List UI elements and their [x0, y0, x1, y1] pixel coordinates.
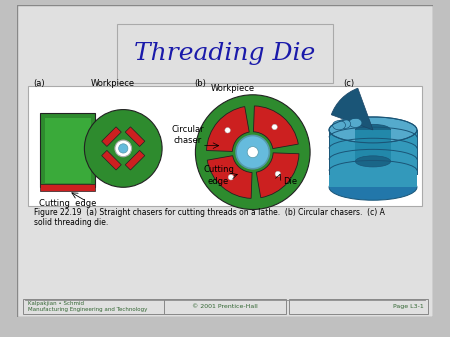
Bar [125, 127, 145, 147]
Circle shape [228, 175, 234, 180]
Wedge shape [207, 106, 249, 151]
FancyBboxPatch shape [164, 299, 286, 314]
Circle shape [236, 135, 270, 169]
Ellipse shape [333, 121, 346, 130]
Text: Figure 22.19  (a) Straight chasers for cutting threads on a lathe.  (b) Circular: Figure 22.19 (a) Straight chasers for cu… [33, 208, 384, 227]
FancyBboxPatch shape [17, 5, 433, 317]
Text: Workpiece: Workpiece [91, 79, 135, 88]
Wedge shape [256, 153, 299, 198]
Text: Page L3-1: Page L3-1 [393, 304, 424, 309]
FancyBboxPatch shape [289, 299, 428, 314]
Wedge shape [253, 106, 298, 149]
Ellipse shape [329, 174, 417, 200]
FancyBboxPatch shape [28, 86, 422, 206]
Bar [329, 130, 417, 187]
Bar [102, 150, 122, 170]
Text: Threading Die: Threading Die [135, 42, 315, 65]
Circle shape [225, 127, 230, 133]
Circle shape [272, 124, 277, 130]
FancyBboxPatch shape [117, 24, 333, 83]
Circle shape [195, 95, 310, 210]
Ellipse shape [356, 124, 391, 135]
Text: (a): (a) [33, 79, 45, 88]
Bar [40, 113, 95, 187]
Text: Cutting  edge: Cutting edge [39, 199, 96, 208]
Bar [45, 118, 91, 183]
FancyBboxPatch shape [23, 299, 169, 314]
Bar [40, 184, 95, 191]
Circle shape [85, 110, 162, 187]
Text: (b): (b) [194, 79, 207, 88]
Ellipse shape [338, 119, 351, 129]
Bar [102, 127, 122, 147]
Wedge shape [331, 88, 373, 130]
Text: Die: Die [284, 177, 297, 186]
Ellipse shape [329, 117, 417, 143]
Text: Cutting
edge: Cutting edge [203, 165, 234, 186]
Circle shape [115, 140, 131, 157]
Text: Circular
chaser: Circular chaser [172, 125, 204, 145]
Text: (c): (c) [343, 79, 355, 88]
Circle shape [119, 144, 128, 153]
Bar [356, 130, 391, 161]
Ellipse shape [349, 118, 362, 127]
Bar [125, 150, 145, 170]
Circle shape [247, 147, 258, 158]
Text: © 2001 Prentice-Hall: © 2001 Prentice-Hall [192, 304, 258, 309]
Text: Workpiece: Workpiece [211, 84, 255, 93]
Circle shape [275, 171, 281, 177]
Text: Kalpakjian • Schmid
Manufacturing Engineering and Technology: Kalpakjian • Schmid Manufacturing Engine… [28, 301, 147, 312]
Ellipse shape [356, 156, 391, 167]
Wedge shape [207, 156, 252, 198]
